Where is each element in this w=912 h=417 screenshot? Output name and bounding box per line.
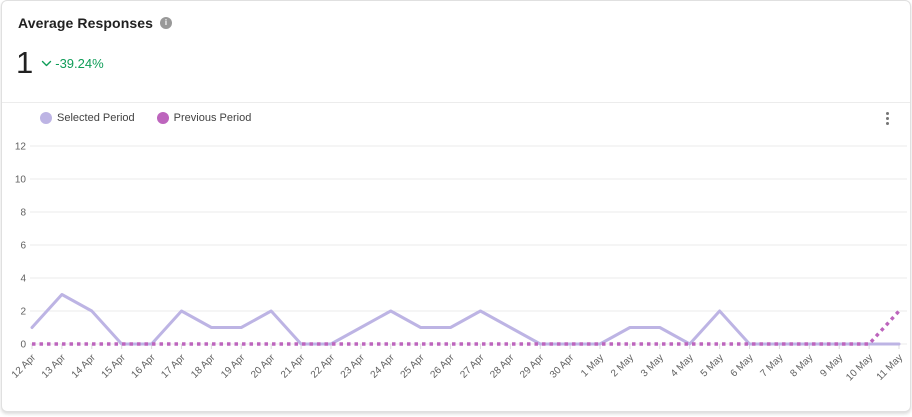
card-title: Average Responses [18,15,154,31]
svg-text:20 Apr: 20 Apr [249,352,278,381]
svg-text:19 Apr: 19 Apr [219,352,248,381]
legend-row: Selected Period Previous Period [2,103,910,133]
info-icon[interactable]: i [160,17,173,29]
divider [2,102,910,103]
svg-text:7 May: 7 May [758,352,785,379]
metric-delta: -39.24% [55,55,104,71]
svg-text:2: 2 [20,307,26,318]
metric-block: 1 -39.24% [16,45,104,81]
svg-text:15 Apr: 15 Apr [100,352,129,381]
svg-text:4 May: 4 May [669,352,696,379]
svg-text:17 Apr: 17 Apr [159,352,188,381]
svg-text:8 May: 8 May [788,352,815,379]
legend-label: Previous Period [173,112,252,124]
svg-text:10 May: 10 May [844,352,875,383]
svg-text:23 Apr: 23 Apr [339,352,368,381]
svg-text:28 Apr: 28 Apr [488,352,517,381]
svg-text:29 Apr: 29 Apr [518,352,547,381]
legend-item-previous-period[interactable]: Previous Period [156,112,252,124]
svg-text:4: 4 [20,274,26,285]
svg-text:0: 0 [20,340,26,351]
svg-text:24 Apr: 24 Apr [369,352,398,381]
svg-text:2 May: 2 May [609,352,636,379]
svg-text:11 May: 11 May [875,352,905,382]
svg-text:12: 12 [15,142,27,153]
svg-text:30 Apr: 30 Apr [548,352,577,381]
svg-text:12 Apr: 12 Apr [10,352,39,381]
metric-value: 1 [16,45,34,80]
svg-text:6: 6 [20,241,26,252]
trend-indicator: -39.24% [41,55,104,71]
svg-text:3 May: 3 May [639,352,666,379]
svg-text:6 May: 6 May [729,352,756,379]
svg-text:5 May: 5 May [699,352,726,379]
svg-text:18 Apr: 18 Apr [189,352,218,381]
svg-text:25 Apr: 25 Apr [399,352,428,381]
svg-text:27 Apr: 27 Apr [458,352,487,381]
svg-text:22 Apr: 22 Apr [309,352,338,381]
kebab-menu-icon[interactable] [883,109,892,128]
chevron-down-icon [42,60,52,66]
legend-item-selected-period[interactable]: Selected Period [40,112,135,124]
chart-legend: Selected Period Previous Period [40,112,883,124]
svg-text:1 May: 1 May [579,352,606,379]
legend-label: Selected Period [57,112,135,124]
selected-period-dot-icon [40,112,52,124]
svg-text:26 Apr: 26 Apr [428,352,457,381]
previous-period-dot-icon [156,112,169,124]
svg-text:8: 8 [20,208,26,219]
svg-text:16 Apr: 16 Apr [129,352,158,381]
svg-text:21 Apr: 21 Apr [279,352,308,381]
svg-text:10: 10 [15,175,27,186]
card-header: Average Responses i [18,15,173,31]
svg-text:13 Apr: 13 Apr [40,352,69,381]
svg-text:14 Apr: 14 Apr [70,352,99,381]
svg-text:9 May: 9 May [818,352,845,379]
